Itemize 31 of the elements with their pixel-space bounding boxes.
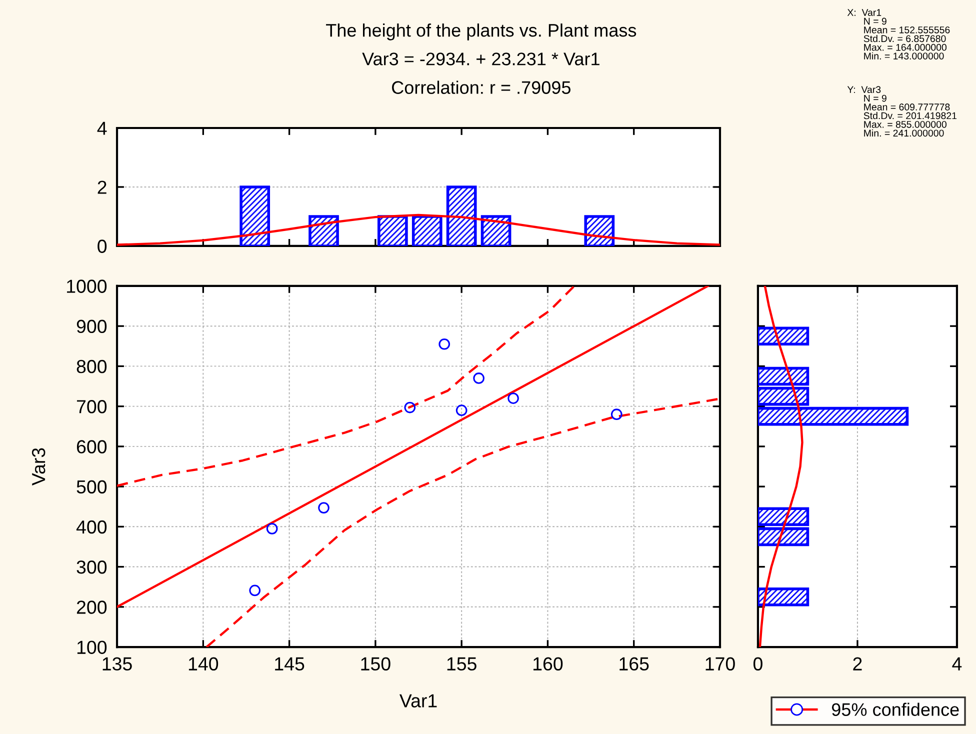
y-tick-label: 100 bbox=[77, 640, 107, 654]
y-tick-label: 800 bbox=[76, 360, 107, 374]
x-axis-title: Var1 bbox=[399, 694, 437, 708]
x-tick-label: 135 bbox=[102, 657, 132, 671]
y-tick-label: 400 bbox=[76, 520, 107, 534]
text: X: Var1 N = 9 Mean = 152.555556 Std.Dv. = 6.857680 Max. = 164.000000 Min. = 143.000000 bbox=[847, 9, 950, 60]
y-tick-label: 2 bbox=[98, 180, 106, 194]
x-tick-label: 150 bbox=[361, 657, 390, 671]
x-tick-label: 0 bbox=[753, 657, 762, 671]
y-axis-title: Var3 bbox=[32, 448, 46, 486]
x-tick-label: 165 bbox=[620, 657, 649, 671]
x-tick-label: 160 bbox=[534, 657, 563, 671]
x-tick-label: 155 bbox=[447, 657, 476, 671]
legend-label: 95% confidence bbox=[832, 702, 959, 716]
y-tick-label: 700 bbox=[76, 400, 107, 414]
chart-subtitle: Var3 = -2934. + 23.231 * Var1 Correlation: r = .79095 bbox=[362, 52, 600, 94]
y-tick-label: 300 bbox=[76, 560, 107, 574]
x-tick-label: 4 bbox=[952, 657, 962, 670]
x-tick-label: 140 bbox=[188, 657, 218, 671]
y-tick-label: 0 bbox=[98, 240, 107, 253]
x-tick-label: 145 bbox=[275, 657, 304, 671]
x-tick-label: 170 bbox=[706, 657, 735, 671]
y-tick-label: 200 bbox=[76, 600, 107, 614]
y-tick-label: 1000 bbox=[67, 280, 107, 293]
text: Y: Var3 N = 9 Mean = 609.777778 Std.Dv. = 201.419821 Max. = 855.000000 Min. = 241.000000 bbox=[847, 86, 957, 137]
y-tick-label: 4 bbox=[97, 122, 107, 135]
x-tick-label: 2 bbox=[853, 657, 862, 670]
chart-title: The height of the plants vs. Plant mass bbox=[326, 23, 636, 40]
y-tick-label: 600 bbox=[76, 440, 107, 454]
y-tick-label: 900 bbox=[76, 320, 107, 334]
y-tick-label: 500 bbox=[76, 480, 107, 494]
